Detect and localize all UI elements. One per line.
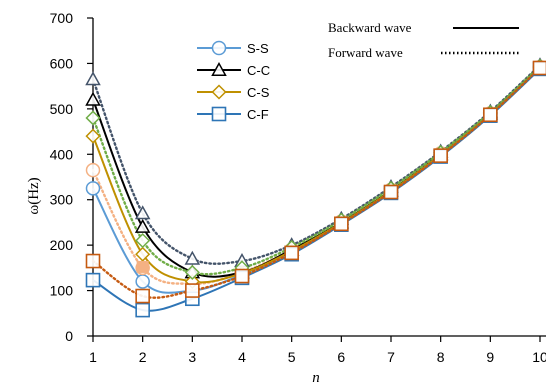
boundary-legend: S-S C-C C-S C-F bbox=[197, 40, 270, 122]
y-tick-label: 500 bbox=[50, 101, 74, 117]
data-point-s-s-backward-wave bbox=[85, 181, 101, 196]
curves bbox=[91, 64, 542, 312]
legend-label-backward-wave: Backward wave bbox=[328, 20, 412, 35]
x-tick-label: 9 bbox=[486, 349, 494, 365]
data-point-c-f-forward-wave bbox=[234, 268, 250, 284]
series-line-c-c-backward-wave bbox=[92, 66, 541, 278]
data-point-s-s-forward-wave bbox=[85, 162, 101, 178]
legend-marker-c-f bbox=[211, 106, 227, 122]
data-point-c-f-forward-wave bbox=[185, 283, 200, 298]
data-point-c-f-forward-wave bbox=[334, 216, 349, 232]
data-point-c-f-forward-wave bbox=[85, 253, 101, 269]
y-tick-label: 0 bbox=[65, 328, 73, 344]
data-point-c-f-forward-wave bbox=[532, 60, 546, 76]
y-axis-label: ω(Hz) bbox=[26, 177, 42, 214]
legend-label-c-c: C-C bbox=[247, 63, 270, 78]
markers bbox=[85, 57, 546, 318]
x-axis-label: n bbox=[312, 370, 320, 385]
x-tick-label: 5 bbox=[288, 349, 296, 365]
y-tick-label: 700 bbox=[50, 10, 74, 26]
data-point-c-f-forward-wave bbox=[284, 245, 299, 261]
data-point-s-s-highlight bbox=[136, 260, 149, 273]
y-tick-label: 100 bbox=[50, 283, 74, 299]
x-tick-label: 8 bbox=[437, 349, 445, 365]
series-line-c-f-forward-wave bbox=[91, 66, 542, 299]
data-point-c-c-forward-wave bbox=[134, 205, 151, 220]
x-tick-label: 2 bbox=[139, 349, 147, 365]
legend-label-forward-wave: Forward wave bbox=[328, 45, 403, 60]
x-tick-label: 10 bbox=[532, 349, 546, 365]
series-line-c-f-backward-wave bbox=[92, 68, 541, 312]
data-point-c-s-backward-wave bbox=[85, 128, 101, 144]
x-tick-label: 3 bbox=[188, 349, 196, 365]
y-tick-label: 600 bbox=[50, 55, 74, 71]
data-point-s-s-backward-wave bbox=[135, 274, 150, 289]
data-point-c-c-backward-wave bbox=[85, 91, 101, 106]
y-tick-label: 200 bbox=[50, 237, 74, 253]
axes bbox=[92, 18, 546, 337]
ticks: 0 100 200 300 400 500 600 700 1 2 3 4 5 6 7 8 9 10 bbox=[50, 10, 546, 365]
data-point-c-f-forward-wave bbox=[383, 184, 399, 200]
data-point-c-f-backward-wave bbox=[135, 302, 150, 318]
wave-legend: Backward wave Forward wave bbox=[328, 20, 519, 60]
legend-marker-c-s bbox=[211, 84, 227, 100]
data-point-c-f-forward-wave bbox=[483, 107, 498, 123]
x-tick-label: 1 bbox=[89, 349, 97, 365]
data-point-c-s-forward-wave bbox=[184, 264, 200, 280]
legend-marker-c-c bbox=[211, 61, 227, 76]
legend-label-c-s: C-S bbox=[247, 85, 270, 100]
data-point-c-f-forward-wave bbox=[135, 288, 150, 304]
x-tick-label: 4 bbox=[238, 349, 246, 365]
legend-label-c-f: C-F bbox=[247, 107, 269, 122]
data-point-c-s-forward-wave bbox=[85, 110, 101, 126]
data-point-c-c-forward-wave bbox=[85, 71, 101, 86]
data-point-c-s-forward-wave bbox=[135, 233, 151, 249]
data-point-c-c-forward-wave bbox=[184, 250, 201, 265]
data-point-c-f-backward-wave bbox=[85, 272, 101, 288]
x-tick-label: 7 bbox=[387, 349, 395, 365]
x-tick-label: 6 bbox=[337, 349, 345, 365]
legend-marker-s-s bbox=[211, 40, 227, 56]
legend-label-s-s: S-S bbox=[247, 41, 269, 56]
data-point-c-f-forward-wave bbox=[433, 148, 448, 163]
data-point-c-s-backward-wave bbox=[135, 246, 151, 262]
y-tick-label: 400 bbox=[50, 146, 74, 162]
y-tick-label: 300 bbox=[50, 192, 74, 208]
series-line-c-s-forward-wave bbox=[91, 64, 542, 276]
series-line-c-c-forward-wave bbox=[91, 64, 542, 265]
data-point-c-c-backward-wave bbox=[134, 218, 151, 233]
